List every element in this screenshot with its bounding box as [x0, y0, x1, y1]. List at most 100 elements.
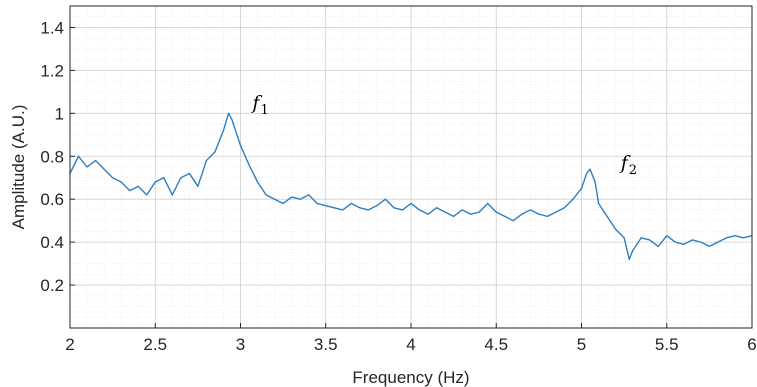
data-point [580, 187, 583, 190]
data-point [205, 159, 207, 162]
data-point [435, 207, 438, 209]
data-point [563, 207, 566, 209]
data-point [291, 196, 293, 198]
x-tick-label: 4.5 [484, 335, 508, 354]
data-point [742, 237, 745, 239]
data-point [120, 181, 122, 183]
y-tick-label: 0.4 [40, 233, 64, 252]
x-tick-label: 3.5 [314, 335, 338, 354]
data-point [197, 185, 199, 187]
data-point [214, 151, 216, 153]
data-point [478, 211, 480, 213]
data-point [657, 245, 659, 248]
data-point [256, 181, 259, 183]
data-point [231, 119, 233, 121]
data-point [666, 235, 668, 237]
data-point [470, 213, 472, 215]
y-axis-label: Amplitude (A.U.) [9, 105, 28, 230]
peak-annotation-1: f1 [250, 92, 268, 118]
data-point [521, 213, 523, 215]
data-point [265, 194, 267, 196]
x-axis-ticks: 2 2.5 3 3.5 4 4.5 5 5.5 6 [65, 323, 757, 354]
data-point [427, 213, 429, 215]
data-point [649, 239, 651, 241]
data-point [410, 202, 412, 205]
data-point [529, 209, 531, 211]
data-point [487, 202, 489, 205]
data-point [700, 241, 702, 243]
data-point [77, 155, 80, 157]
data-point [717, 241, 719, 243]
data-point [248, 164, 250, 166]
data-point [376, 205, 378, 207]
data-point [86, 166, 88, 168]
data-point [586, 172, 588, 175]
data-point [632, 250, 634, 252]
data-point [623, 237, 625, 239]
data-point [342, 209, 344, 211]
x-tick-label: 4 [406, 335, 415, 354]
data-point [734, 235, 736, 237]
x-tick-label: 5 [577, 335, 586, 354]
data-point [274, 198, 276, 200]
data-point [129, 190, 131, 192]
data-point [316, 202, 318, 205]
data-point [555, 211, 557, 213]
data-point [227, 112, 230, 114]
data-point [180, 177, 182, 179]
data-point [708, 245, 710, 248]
data-point [350, 202, 352, 205]
data-point [367, 209, 369, 211]
data-point [538, 213, 540, 215]
data-point [615, 228, 617, 230]
x-tick-label: 6 [747, 335, 756, 354]
data-point [137, 185, 139, 187]
data-point [299, 198, 301, 200]
data-point [512, 220, 514, 222]
data-point [146, 194, 148, 196]
data-point [171, 194, 173, 196]
y-tick-label: 1.2 [40, 61, 64, 80]
data-point [674, 241, 676, 243]
data-point [188, 172, 190, 175]
x-axis-label: Frequency (Hz) [352, 368, 469, 387]
data-point [504, 215, 506, 217]
data-point [384, 198, 387, 200]
x-tick-label: 2.5 [143, 335, 167, 354]
data-point [154, 181, 156, 183]
y-tick-label: 0.6 [40, 190, 64, 209]
annotation-symbol: f [250, 92, 262, 114]
data-point [628, 258, 630, 260]
data-point [103, 168, 105, 170]
data-point [325, 205, 327, 207]
peak-annotation-2: f2 [619, 152, 637, 178]
data-point [359, 207, 361, 209]
data-point [333, 207, 335, 209]
data-point [691, 239, 693, 241]
x-tick-label: 5.5 [655, 335, 679, 354]
data-point [308, 194, 310, 196]
annotation-subscript: 1 [260, 103, 268, 118]
y-tick-label: 0.2 [40, 276, 64, 295]
data-point [594, 181, 596, 183]
data-point [461, 209, 463, 211]
data-point [112, 177, 114, 179]
data-point [282, 202, 284, 205]
y-tick-label: 0.8 [40, 147, 64, 166]
data-point [589, 168, 591, 170]
data-point [683, 243, 685, 245]
data-point [222, 129, 225, 132]
data-point [725, 237, 728, 239]
x-tick-label: 3 [236, 335, 245, 354]
x-tick-label: 2 [65, 335, 74, 354]
annotation-symbol: f [619, 152, 631, 174]
data-point [444, 211, 446, 213]
data-point [453, 215, 455, 217]
data-point [163, 177, 165, 179]
y-tick-label: 1.4 [40, 18, 64, 37]
annotation-subscript: 2 [629, 163, 637, 178]
data-point [239, 144, 242, 147]
data-point [606, 215, 608, 217]
